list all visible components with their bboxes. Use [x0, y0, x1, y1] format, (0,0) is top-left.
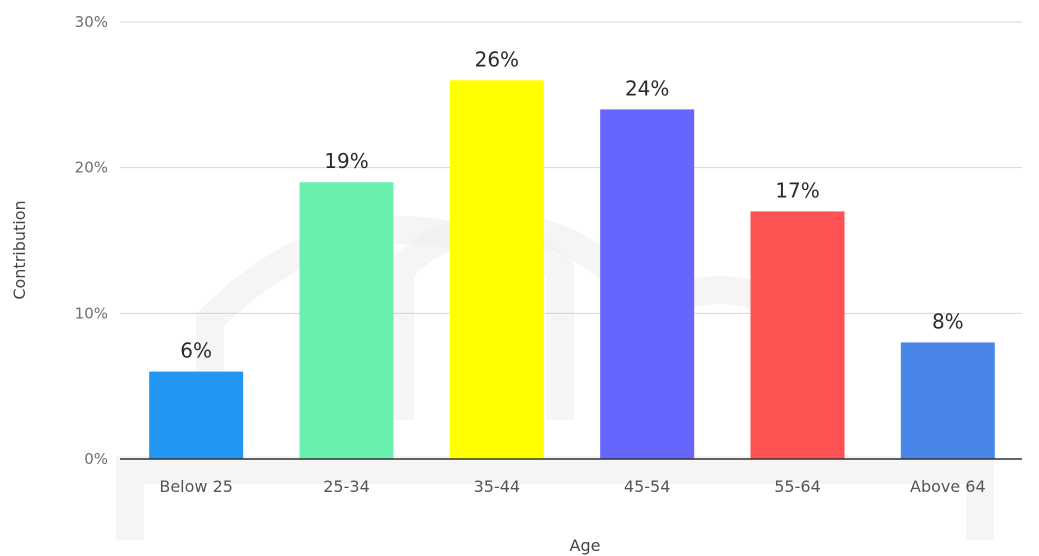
x-axis-category-labels: Below 25 25-34 35-44 45-54 55-64 Above 64	[159, 477, 985, 496]
y-tick-label: 0%	[84, 450, 108, 468]
bar	[900, 342, 995, 459]
bars	[149, 80, 995, 460]
bar	[299, 182, 394, 459]
y-tick-label: 30%	[75, 13, 108, 31]
x-category-label: Below 25	[159, 477, 233, 496]
bar-value-label: 17%	[775, 178, 819, 202]
gridlines	[120, 21, 1022, 314]
bar-value-label: 19%	[324, 149, 368, 173]
bar-value-label: 8%	[932, 309, 964, 333]
bar-value-label: 6%	[180, 339, 212, 363]
background-watermark	[116, 216, 994, 540]
x-category-label: 35-44	[474, 477, 521, 496]
bar	[449, 80, 544, 460]
bar-value-label: 26%	[475, 47, 519, 71]
bar	[750, 211, 845, 459]
y-axis-title: Contribution	[10, 200, 29, 299]
bar-value-label: 24%	[625, 76, 669, 100]
x-category-label: Above 64	[910, 477, 986, 496]
x-axis-title: Age	[570, 536, 601, 555]
x-category-label: 25-34	[323, 477, 370, 496]
bar	[600, 109, 695, 460]
data-labels: 6% 19% 26% 24% 17% 8%	[180, 47, 963, 362]
x-category-label: 55-64	[774, 477, 821, 496]
bar	[149, 371, 244, 459]
y-axis-tick-labels: 0% 10% 20% 30%	[75, 13, 108, 468]
y-tick-label: 10%	[75, 304, 108, 322]
y-tick-label: 20%	[75, 159, 108, 177]
x-category-label: 45-54	[624, 477, 671, 496]
